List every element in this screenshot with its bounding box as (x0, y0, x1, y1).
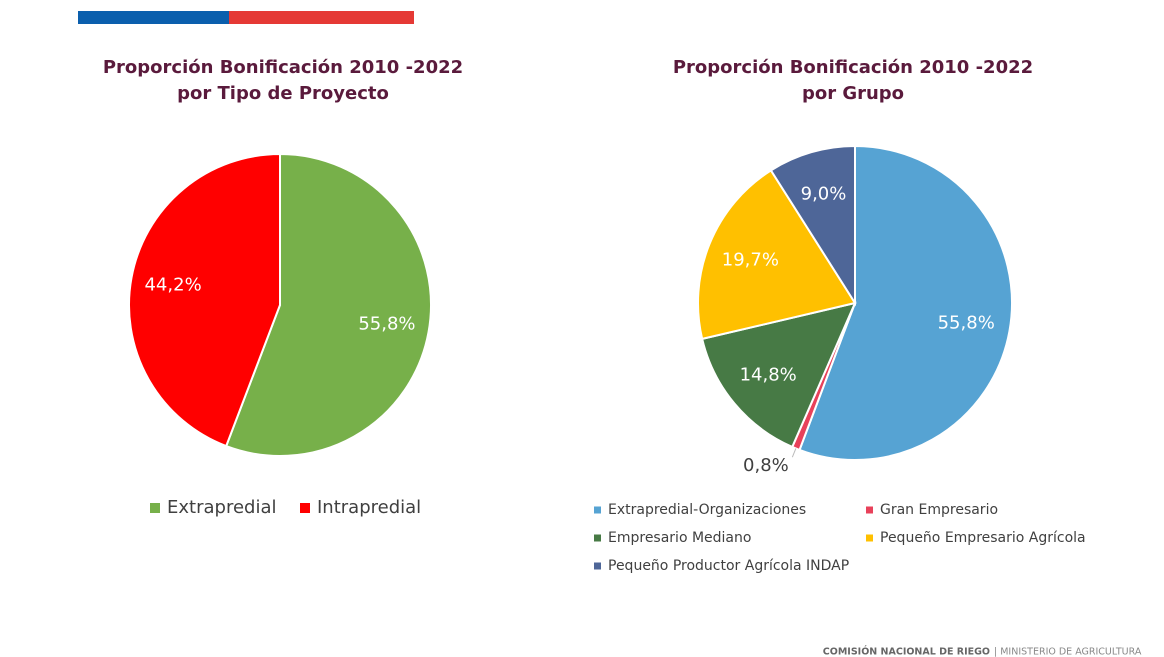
data-label: 9,0% (801, 183, 847, 204)
pie-slice (697, 169, 857, 341)
legend-swatch (594, 534, 601, 542)
chart-title: Proporción Bonificación 2010 -2022 (673, 57, 1033, 78)
data-label: 55,8% (938, 312, 995, 333)
chart-title: por Tipo de Proyecto (177, 83, 389, 104)
legend-label: Gran Empresario (880, 502, 998, 518)
legend-swatch (150, 503, 160, 513)
legend-label: Intrapredial (317, 497, 421, 518)
legend-swatch (300, 503, 310, 513)
data-label: 14,8% (740, 364, 797, 385)
chart-title: por Grupo (802, 83, 904, 104)
data-label: 44,2% (144, 274, 201, 295)
legend-label: Extrapredial (167, 497, 276, 518)
top-bar-red (229, 11, 414, 24)
chart-title: Proporción Bonificación 2010 -2022 (103, 57, 463, 78)
pie-slice (700, 301, 857, 449)
footer-ministry: | MINISTERIO DE AGRICULTURA (994, 647, 1142, 657)
legend-label: Empresario Mediano (608, 530, 751, 546)
legend-swatch (594, 506, 601, 514)
data-label: 0,8% (743, 455, 789, 476)
pie-slice (128, 152, 281, 448)
legend-label: Pequeño Empresario Agrícola (880, 530, 1086, 546)
legend-swatch (866, 534, 873, 542)
pie-slice (224, 152, 432, 457)
legend-swatch (594, 562, 601, 570)
legend-label: Pequeño Productor Agrícola INDAP (608, 558, 849, 574)
legend-label: Extrapredial-Organizaciones (608, 502, 806, 518)
pie-slice (769, 144, 856, 307)
legend-swatch (866, 506, 873, 514)
data-label: 19,7% (722, 249, 779, 270)
pie-slice (798, 144, 1013, 461)
leader-line (791, 448, 797, 458)
top-bar-blue (78, 11, 229, 24)
footer-org: COMISIÓN NACIONAL DE RIEGO (823, 646, 990, 657)
data-label: 55,8% (358, 314, 415, 335)
